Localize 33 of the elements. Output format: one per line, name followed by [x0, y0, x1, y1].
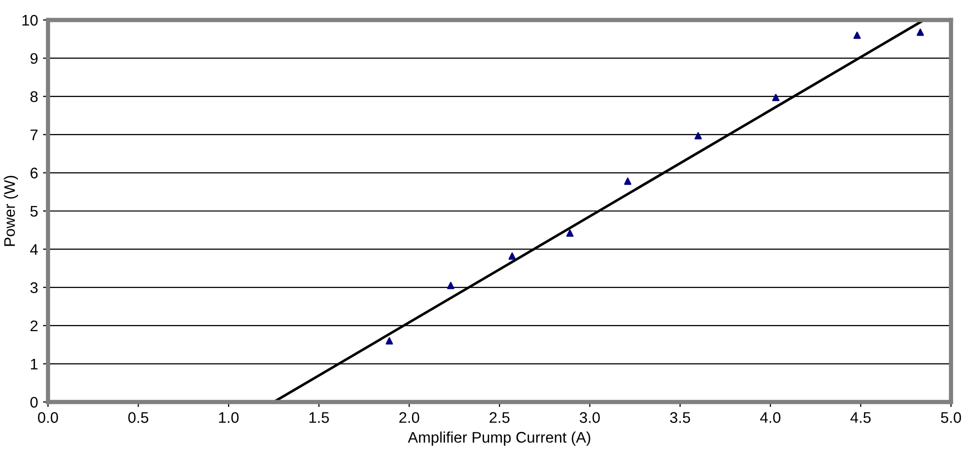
- point: [566, 230, 574, 237]
- x-axis-title: Amplifier Pump Current (A): [408, 432, 590, 446]
- x-tick-label: 2.5: [490, 412, 510, 423]
- x-tick-label: 2.0: [399, 412, 420, 423]
- y-tick-label: 3: [30, 282, 38, 294]
- y-tick-label: 10: [22, 14, 38, 26]
- y-tick-label: 0: [30, 396, 38, 408]
- point: [772, 94, 780, 102]
- point: [624, 178, 632, 185]
- x-tick-label: 3.5: [670, 412, 690, 423]
- y-tick-label: 1: [30, 358, 38, 370]
- point: [853, 32, 861, 39]
- x-tick-label: 5.0: [940, 412, 962, 423]
- y-tick-label: 8: [30, 91, 38, 102]
- y-tick-label: 9: [30, 53, 38, 64]
- x-tick-label: 1.5: [309, 412, 329, 423]
- y-tick-label: 6: [30, 168, 38, 178]
- point: [508, 252, 516, 260]
- y-tick-label: 5: [30, 206, 38, 217]
- y-axis-title: Power (W): [4, 176, 18, 246]
- point: [694, 132, 702, 140]
- x-tick-label: 0.0: [38, 412, 58, 423]
- x-tick-label: 4.0: [760, 412, 780, 423]
- x-tick-label: 1.0: [219, 412, 239, 423]
- point: [916, 28, 924, 36]
- point: [386, 337, 393, 345]
- x-tick-label: 0.5: [128, 412, 148, 423]
- y-tick-label: 4: [30, 244, 38, 255]
- x-tick-label: 3.0: [580, 412, 600, 423]
- y-tick-label: 7: [30, 130, 38, 140]
- y-tick-label: 2: [30, 320, 38, 332]
- x-tick-label: 4.5: [850, 412, 871, 423]
- point: [447, 282, 454, 290]
